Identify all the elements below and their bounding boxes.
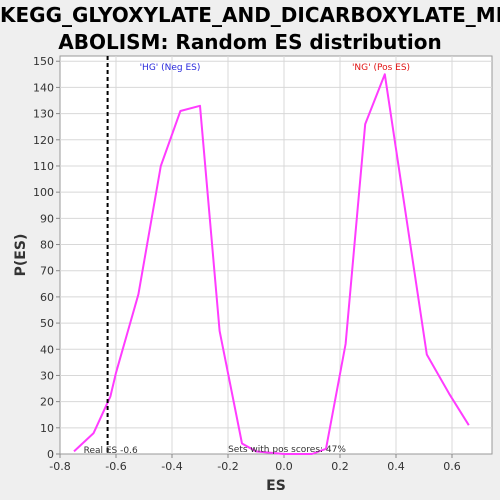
chart-title: KEGG_GLYOXYLATE_AND_DICARBOXYLATE_MET AB… (0, 2, 500, 56)
x-tick-label: 0.4 (387, 460, 405, 473)
annotations: Real ES -0.6 'HG' (Neg ES) 'NG' (Pos ES) Se… (84, 56, 410, 456)
y-tick-label: 110 (33, 160, 54, 173)
x-tick-label: 0.0 (275, 460, 293, 473)
y-tick-label: 10 (40, 422, 54, 435)
x-tick-label: -0.4 (161, 460, 182, 473)
x-axis-label: ES (266, 478, 286, 494)
chart-title-line-2: ABOLISM: Random ES distribution (58, 30, 442, 54)
y-axis-label: P(ES) (13, 234, 29, 277)
y-tick-label: 140 (33, 81, 54, 94)
y-tick-label: 0 (47, 448, 54, 461)
chart-title-line-1: KEGG_GLYOXYLATE_AND_DICARBOXYLATE_MET (0, 3, 500, 27)
pos-es-label: 'NG' (Pos ES) (352, 63, 410, 73)
y-tick-label: 120 (33, 134, 54, 147)
y-tick-label: 30 (40, 369, 54, 382)
grid-lines (60, 56, 492, 454)
y-tick-label: 50 (40, 317, 54, 330)
y-tick-label: 60 (40, 291, 54, 304)
y-tick-label: 80 (40, 239, 54, 252)
es-distribution-line (73, 73, 470, 455)
y-tick-label: 20 (40, 396, 54, 409)
y-tick-label: 100 (33, 186, 54, 199)
x-tick-label: 0.6 (443, 460, 461, 473)
series-group (73, 73, 470, 455)
x-tick-label: -0.2 (217, 460, 238, 473)
y-tick-label: 150 (33, 55, 54, 68)
y-tick-label: 90 (40, 212, 54, 225)
x-tick-label: -0.8 (49, 460, 70, 473)
plot-area (59, 55, 493, 455)
x-tick-label: -0.6 (105, 460, 126, 473)
x-tick-label: 0.2 (331, 460, 349, 473)
pos-scores-label: Sets with pos scores: 47% (228, 445, 346, 455)
y-tick-label: 40 (40, 343, 54, 356)
axis-ticks: 0 10 20 30 40 50 60 70 80 90 100 110 120 130 140 150 -0.… (33, 55, 461, 473)
y-tick-label: 70 (40, 265, 54, 278)
real-es-label: Real ES -0.6 (84, 446, 138, 456)
neg-es-label: 'HG' (Neg ES) (140, 63, 201, 73)
y-tick-label: 130 (33, 108, 54, 121)
